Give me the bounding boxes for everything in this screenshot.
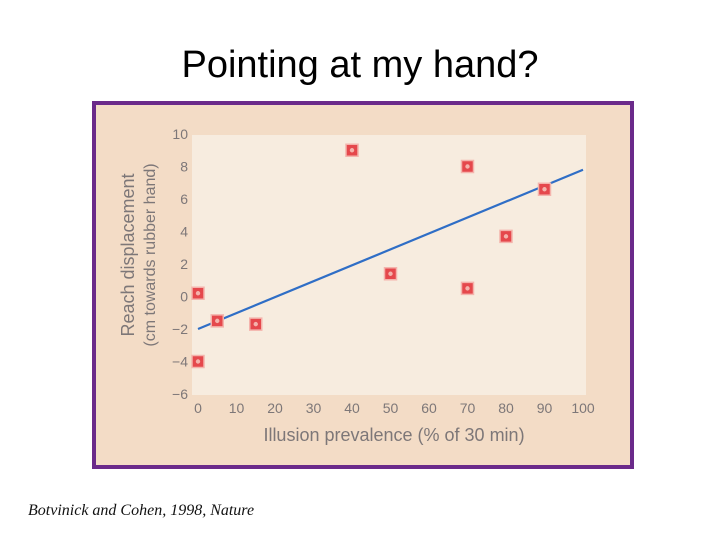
y-tick-label: −2 (172, 321, 188, 337)
data-point (191, 286, 205, 300)
citation: Botvinick and Cohen, 1998, Nature (28, 502, 255, 519)
x-tick-label: 100 (571, 400, 595, 416)
x-tick-label: 80 (498, 400, 514, 416)
y-tick-label: −6 (172, 386, 188, 402)
y-axis-sublabel: (cm towards rubber hand) (142, 163, 159, 346)
x-tick-label: 60 (421, 400, 437, 416)
x-tick-label: 70 (460, 400, 476, 416)
data-point (345, 143, 359, 157)
y-tick-labels: −6 −4 −2 0 2 4 6 8 10 (172, 126, 188, 402)
x-tick-label: 40 (344, 400, 360, 416)
figure-frame: −6 −4 −2 0 2 4 6 8 10 0 10 20 30 40 50 60 70 80 90 100 Rea… (92, 101, 634, 469)
data-point (191, 354, 205, 369)
data-point (537, 182, 552, 196)
x-tick-labels: 0 10 20 30 40 50 60 70 80 90 100 (194, 400, 595, 416)
data-point (499, 229, 513, 244)
trend-line (197, 168, 584, 331)
y-tick-label: 4 (180, 224, 188, 240)
slide-title: Pointing at my hand? (181, 44, 539, 86)
x-tick-label: 50 (383, 400, 399, 416)
data-point (460, 281, 475, 296)
y-tick-label: 2 (180, 256, 188, 272)
x-tick-label: 20 (267, 400, 283, 416)
y-tick-label: 8 (180, 159, 188, 175)
plot-area (192, 135, 586, 395)
x-axis-label: Illusion prevalence (% of 30 min) (263, 425, 524, 445)
data-point (383, 267, 398, 281)
scatter-chart: −6 −4 −2 0 2 4 6 8 10 0 10 20 30 40 50 60 70 80 90 100 Rea… (96, 105, 630, 465)
y-tick-label: −4 (172, 354, 188, 370)
x-tick-label: 30 (306, 400, 322, 416)
x-tick-label: 10 (229, 400, 245, 416)
y-tick-label: 10 (172, 126, 188, 142)
x-tick-label: 0 (194, 400, 202, 416)
y-tick-label: 6 (180, 191, 188, 207)
data-point (460, 159, 475, 174)
data-point (210, 314, 224, 328)
y-tick-label: 0 (180, 289, 188, 305)
x-tick-label: 90 (537, 400, 553, 416)
data-points (191, 143, 552, 369)
y-axis-label: Reach displacement (118, 173, 138, 336)
data-point (249, 317, 263, 331)
